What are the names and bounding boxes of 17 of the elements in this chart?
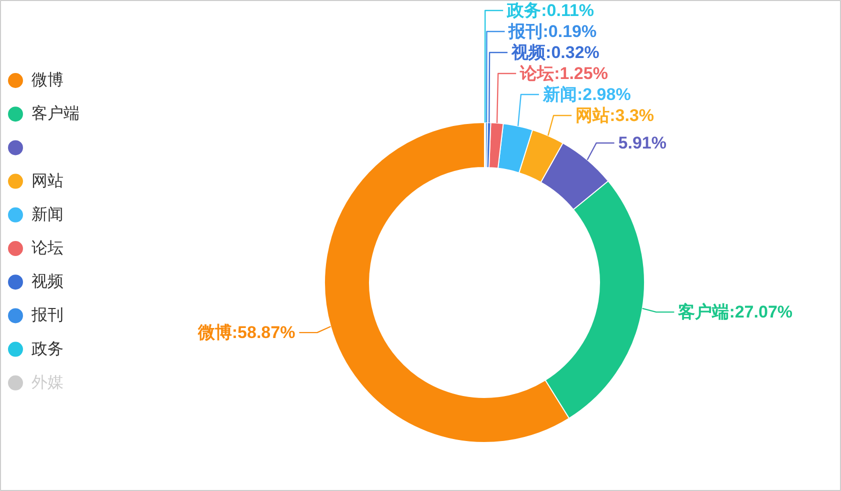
data-label: 新闻:2.98% <box>542 84 631 104</box>
data-label: 5.91% <box>618 134 666 153</box>
data-label: 客户端:27.07% <box>677 302 793 322</box>
legend-label: 政务 <box>32 340 64 358</box>
data-label: 政务:0.11% <box>506 0 594 20</box>
legend-label: 客户端 <box>32 104 80 123</box>
legend-label: 新闻 <box>32 205 64 224</box>
legend-label: 视频 <box>32 272 64 291</box>
data-label: 报刊:0.19% <box>508 22 597 41</box>
data-label: 微博:58.87% <box>196 323 296 342</box>
data-label: 论坛:1.25% <box>519 64 608 83</box>
data-label: 视频:0.32% <box>510 42 600 62</box>
legend-label: 报刊 <box>30 307 64 324</box>
legend-label: 微博 <box>32 71 64 89</box>
legend-label: 网站 <box>32 172 64 190</box>
data-label: 网站:3.3% <box>576 106 654 125</box>
legend-label: 论坛 <box>32 240 64 257</box>
